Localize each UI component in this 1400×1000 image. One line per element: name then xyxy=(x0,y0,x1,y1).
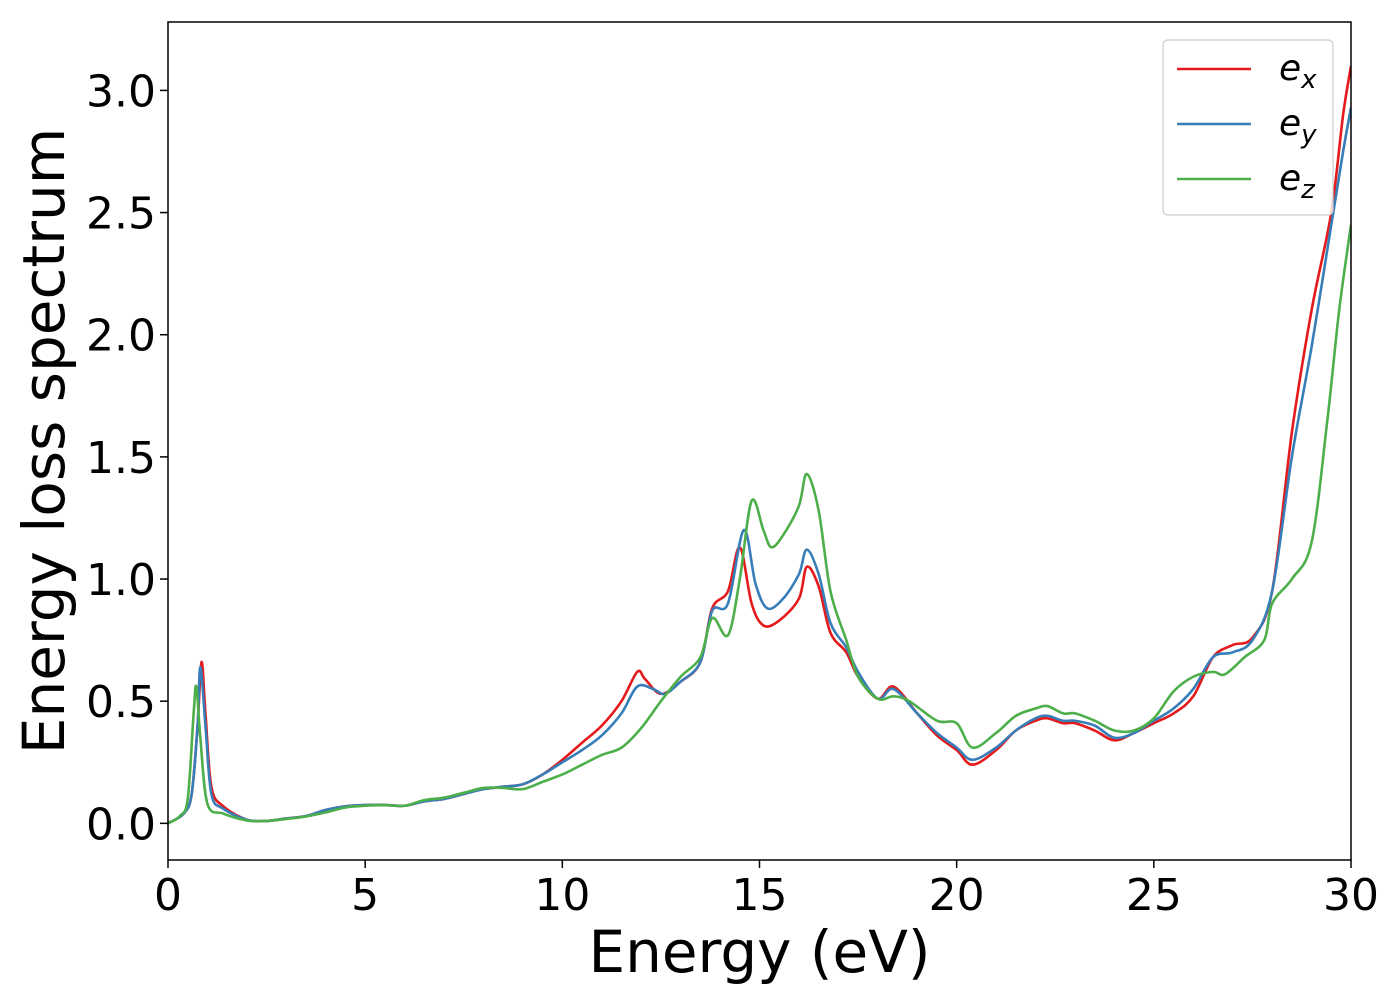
legend-label-ex: ex xyxy=(1279,48,1317,95)
y-tick-label: 1.0 xyxy=(86,555,156,606)
x-axis-ticks: 0 5 10 15 20 25 30 xyxy=(154,860,1379,921)
legend-box xyxy=(1162,39,1334,216)
y-tick-label: 2.0 xyxy=(86,311,156,362)
y-axis-title: Energy loss spectrum xyxy=(10,128,78,754)
x-tick-label: 10 xyxy=(534,870,590,921)
x-tick-label: 0 xyxy=(154,870,182,921)
legend-label-ez: ez xyxy=(1279,158,1316,205)
series-layer xyxy=(168,65,1351,825)
x-tick-label: 30 xyxy=(1323,870,1379,921)
series-line-ey xyxy=(168,107,1351,825)
y-axis-ticks: 0.0 0.5 1.0 1.5 2.0 2.5 3.0 xyxy=(86,66,168,850)
x-tick-label: 25 xyxy=(1126,870,1182,921)
y-tick-label: 0.5 xyxy=(86,677,156,728)
legend: ex ey ez xyxy=(1162,39,1334,216)
y-tick-label: 1.5 xyxy=(86,433,156,484)
y-tick-label: 3.0 xyxy=(86,66,156,117)
y-tick-label: 0.0 xyxy=(86,799,156,850)
x-axis-title: Energy (eV) xyxy=(588,918,930,986)
x-tick-label: 15 xyxy=(732,870,788,921)
x-tick-label: 5 xyxy=(351,870,379,921)
legend-label-ey: ey xyxy=(1279,103,1317,150)
x-tick-label: 20 xyxy=(929,870,985,921)
series-line-ez xyxy=(168,224,1351,825)
y-tick-label: 2.5 xyxy=(86,189,156,240)
